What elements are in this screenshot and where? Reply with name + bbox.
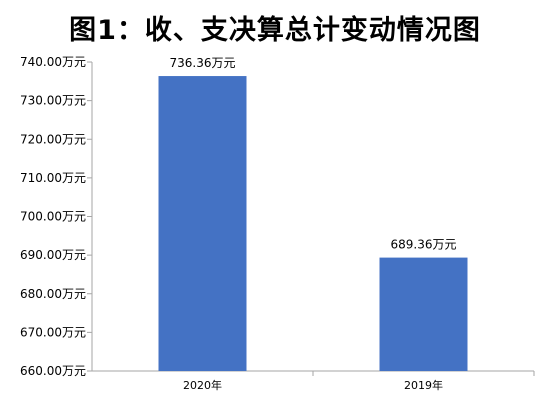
data-labels: 736.36万元 689.36万元 (170, 56, 457, 252)
y-tick-label: 730.00万元 (20, 94, 86, 108)
axes (91, 62, 534, 372)
data-label: 736.36万元 (170, 56, 236, 70)
x-category-label: 2019年 (404, 378, 443, 392)
x-axis-categories: 2020年 2019年 (183, 371, 535, 392)
y-tick-label: 670.00万元 (20, 325, 86, 339)
y-axis-ticks: 660.00万元 670.00万元 680.00万元 690.00万元 700.00万元… (20, 55, 92, 378)
chart-title: 图1：收、支决算总计变动情况图 (69, 15, 481, 46)
bar (379, 257, 468, 371)
y-tick-label: 690.00万元 (20, 248, 86, 262)
y-tick-label: 660.00万元 (20, 364, 86, 378)
data-label: 689.36万元 (391, 238, 457, 252)
y-tick-label: 700.00万元 (20, 210, 86, 224)
bar (158, 76, 247, 371)
y-tick-label: 740.00万元 (20, 55, 86, 69)
y-tick-label: 710.00万元 (20, 171, 86, 185)
bars (158, 76, 468, 371)
y-tick-label: 680.00万元 (20, 287, 86, 301)
y-tick-label: 720.00万元 (20, 132, 86, 146)
x-category-label: 2020年 (183, 378, 222, 392)
